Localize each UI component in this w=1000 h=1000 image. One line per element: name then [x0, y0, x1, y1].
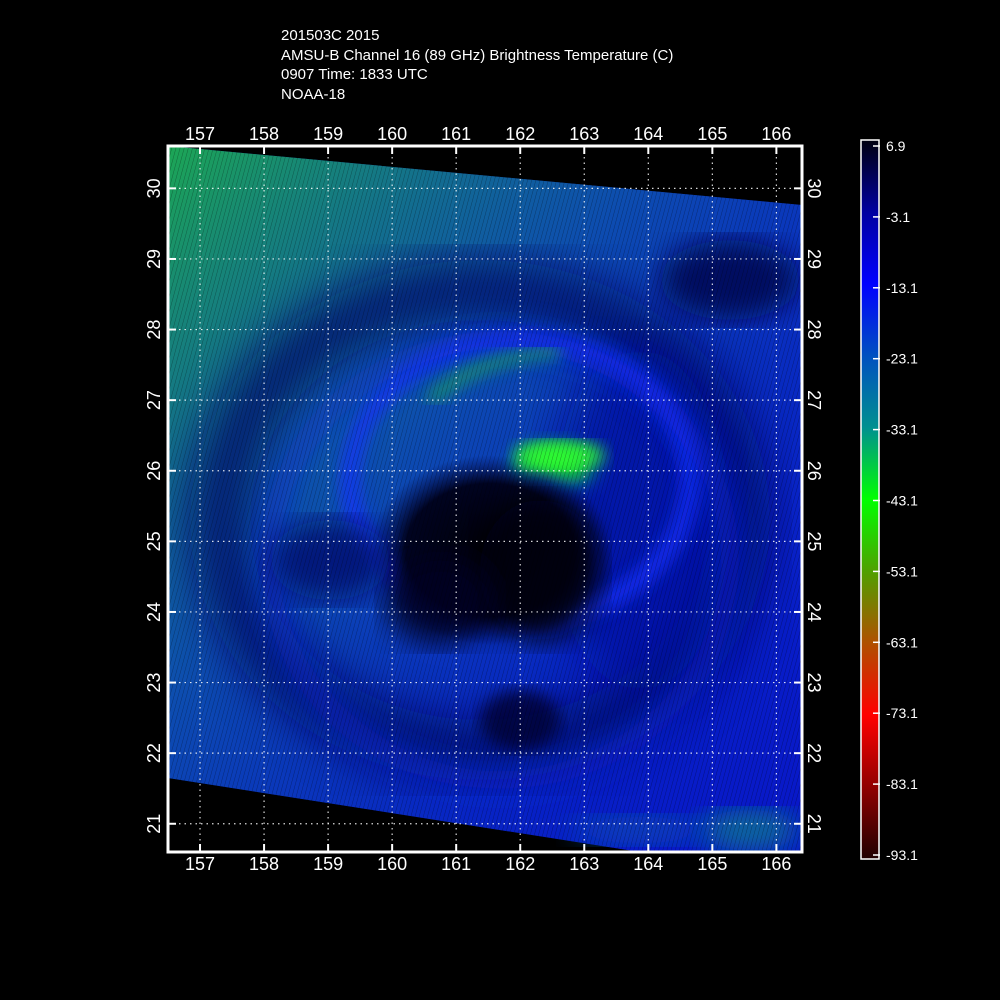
plot-frame: [166, 144, 804, 854]
lat-lon-grid: [168, 146, 802, 852]
lon-label-top: 163: [569, 124, 599, 144]
colorbar-label: -73.1: [886, 705, 918, 721]
colorbar-labels: 6.9 -3.1 -13.1 -23.1 -33.1 -43.1 -53.1 -63.1 -73…: [873, 138, 918, 863]
product-title: AMSU-B Channel 16 (89 GHz) Brightness Te…: [281, 46, 674, 64]
lat-label-left: 26: [144, 461, 164, 481]
colorbar-label: -63.1: [886, 634, 918, 650]
lon-label-top: 159: [313, 124, 343, 144]
satellite-title: NOAA-18: [281, 85, 346, 103]
lat-label-left: 29: [144, 249, 164, 269]
lon-label-top: 162: [505, 124, 535, 144]
lat-label-right: 24: [804, 602, 824, 622]
time-title: 0907 Time: 1833 UTC: [281, 66, 428, 83]
lat-label-left: 22: [144, 743, 164, 763]
lat-label-right: 28: [804, 320, 824, 340]
lon-label-top: 166: [761, 124, 791, 144]
lon-label-bottom: 163: [569, 854, 599, 874]
colorbar-label: -83.1: [886, 776, 918, 792]
lat-label-right: 22: [804, 743, 824, 763]
colorbar-label: 6.9: [886, 138, 906, 154]
lat-label-right: 25: [804, 531, 824, 551]
lon-label-top: 160: [377, 124, 407, 144]
lon-label-bottom: 161: [441, 854, 471, 874]
colorbar-label: -13.1: [886, 280, 918, 296]
lat-label-right: 26: [804, 461, 824, 481]
lon-label-bottom: 159: [313, 854, 343, 874]
colorbar-label: -93.1: [886, 847, 918, 863]
lon-label-bottom: 158: [249, 854, 279, 874]
axis-ticks: 157 157 158 158 159 159 160 160 161 161 162 162 163 1…: [144, 124, 824, 874]
swath-layer: [168, 146, 802, 852]
lat-label-right: 23: [804, 673, 824, 693]
lat-label-left: 21: [144, 814, 164, 834]
lat-label-left: 25: [144, 531, 164, 551]
colorbar-label: -43.1: [886, 493, 918, 509]
storm-id-title: 201503C 2015: [281, 27, 380, 44]
lon-label-bottom: 162: [505, 854, 535, 874]
colorbar-label: -53.1: [886, 563, 918, 579]
lon-label-bottom: 166: [761, 854, 791, 874]
lon-label-top: 165: [697, 124, 727, 144]
lat-label-left: 27: [144, 390, 164, 410]
lat-label-left: 23: [144, 673, 164, 693]
lon-label-bottom: 157: [185, 854, 215, 874]
colorbar-label: -33.1: [886, 422, 918, 438]
lat-label-left: 24: [144, 602, 164, 622]
lat-label-left: 30: [144, 178, 164, 198]
lon-label-top: 164: [633, 124, 663, 144]
colorbar-label: -23.1: [886, 351, 918, 367]
lat-label-left: 28: [144, 320, 164, 340]
colorbar-fill: [861, 140, 879, 859]
colorbar-frame: [860, 139, 880, 860]
lon-label-top: 157: [185, 124, 215, 144]
colorbar-label: -3.1: [886, 209, 910, 225]
lat-label-right: 27: [804, 390, 824, 410]
lon-label-top: 158: [249, 124, 279, 144]
colorbar: 6.9 -3.1 -13.1 -23.1 -33.1 -43.1 -53.1 -63.1 -73…: [860, 138, 918, 863]
lat-label-right: 29: [804, 249, 824, 269]
lon-label-top: 161: [441, 124, 471, 144]
lon-label-bottom: 165: [697, 854, 727, 874]
title-block: 201503C 2015 AMSU-B Channel 16 (89 GHz) …: [281, 26, 673, 104]
lat-label-right: 21: [804, 814, 824, 834]
lat-label-right: 30: [804, 178, 824, 198]
lon-label-bottom: 164: [633, 854, 663, 874]
lon-label-bottom: 160: [377, 854, 407, 874]
